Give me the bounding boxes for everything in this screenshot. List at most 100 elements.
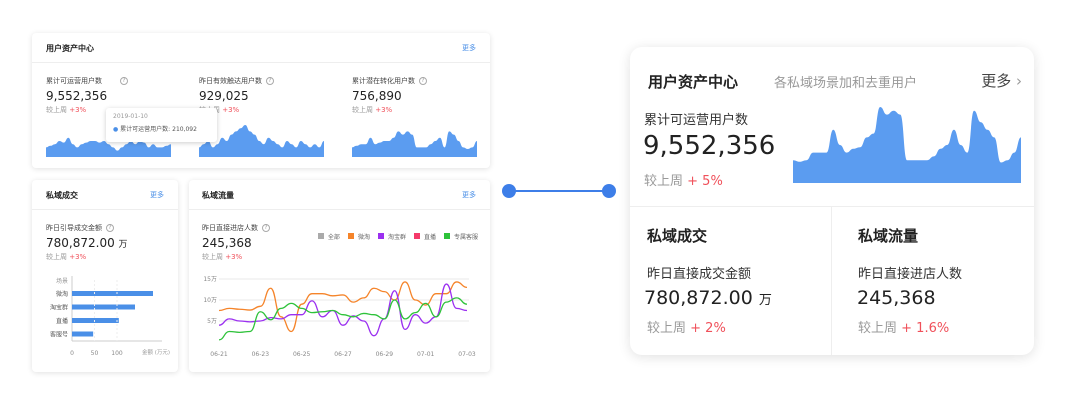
metric-label: 累计潜在转化用户数 [352,77,415,85]
deal-value-row: 780,872.00 万 [644,287,772,309]
deal-label: 昨日直接成交金额 [647,267,752,282]
card-title: 用户资产中心 [46,44,94,53]
help-icon[interactable]: ? [106,224,114,232]
help-icon[interactable]: ? [419,77,427,85]
tooltip-date: 2019-01-10 [113,113,148,120]
card-title: 私域成交 [46,191,78,200]
help-icon[interactable]: ? [266,77,274,85]
divider [630,206,1034,207]
sparkline-area [46,137,171,157]
more-link[interactable]: 更多 › [981,70,1022,91]
x-tick-label: 07-01 [417,351,435,358]
compare-label: 较上周 [202,253,223,261]
compare-row: 较上周 + 1.6% [858,317,949,336]
metric-label: 累计可运营用户数 [46,77,102,85]
more-label: 更多 [981,72,1012,90]
sparkline-1[interactable] [199,125,324,157]
x-tick-label: 06-23 [252,351,270,358]
legend-item-3[interactable]: 直播 [413,232,436,241]
delta: + 5% [687,174,723,189]
connector-line [509,190,609,192]
category-label: 直播 [56,317,68,325]
y-tick-label: 15万 [203,276,217,283]
legend-swatch [443,233,450,239]
series-line-淘宝群[interactable] [218,283,468,337]
delta: +3% [69,106,87,114]
delta: + 1.6% [901,321,950,336]
bar-淘宝群[interactable] [72,304,135,310]
legend-label: 微淘 [357,233,370,241]
metric-label: 昨日直接进店人数 [202,224,258,232]
x-tick-label: 07-03 [458,351,476,358]
sparkline-large[interactable] [793,107,1021,183]
traffic-value: 245,368 [857,287,936,309]
metric-label: 昨日引导成交金额 [46,224,102,232]
metric-value: 9,552,356 [643,131,776,161]
chart-legend: 全部 微淘 淘宝群 直播 专属客服 [310,224,478,243]
legend-swatch [413,233,420,239]
connector-dot-left [502,184,516,198]
series-line-微淘[interactable] [218,281,468,333]
metric-value: 9,552,356 [46,89,108,103]
metric-label: 累计可运营用户数 [644,113,749,128]
more-link[interactable]: 更多 [150,191,164,199]
bar-客服号[interactable] [72,331,94,337]
more-link[interactable]: 更多 [462,191,476,199]
x-tick-label: 100 [111,350,123,357]
bar-微淘[interactable] [72,291,153,296]
legend-label: 全部 [327,233,340,241]
sparkline-area [793,107,1021,183]
category-label: 微淘 [56,290,68,298]
compare-row: 较上周 + 5% [644,170,723,189]
help-icon[interactable]: ? [120,77,128,85]
sparkline-area [199,125,324,157]
legend-item-4[interactable]: 专属客服 [443,232,478,241]
traffic-metric: 昨日直接进店人数? 245,368 较上周 +3% [202,223,270,262]
metric-value: 245,368 [202,236,252,250]
deal-value: 780,872.00 [644,287,753,309]
compare-label: 较上周 [46,106,67,114]
bar-直播[interactable] [72,318,119,323]
delta: + 2% [690,321,726,336]
tooltip-series: 累计可运营用户数: [120,126,171,133]
category-label: 淘宝群 [50,304,68,312]
metric-value: 929,025 [199,89,249,103]
series-line-专属客服[interactable] [218,297,468,341]
x-tick-label: 50 [91,350,99,357]
legend-item-0[interactable]: 全部 [317,232,340,241]
metric-value: 756,890 [352,89,402,103]
chevron-right-icon: › [1016,72,1022,90]
deal-metric: 昨日引导成交金额? 780,872.00 万 较上周 +3% [46,223,128,262]
legend-item-1[interactable]: 微淘 [347,232,370,241]
delta: +3% [222,106,240,114]
x-tick-label: 06-21 [210,351,228,358]
unit: 万 [758,293,772,308]
x-tick-label: 06-27 [334,351,352,358]
compare-label: 较上周 [647,321,687,336]
compare-row: 较上周 + 2% [647,317,726,336]
legend-label: 直播 [423,233,436,241]
compare-label: 较上周 [46,253,67,261]
x-tick-label: 0 [70,350,74,357]
legend-item-2[interactable]: 淘宝群 [377,232,406,241]
x-tick-label: 06-29 [376,351,394,358]
metric-label: 昨日有效触达用户数 [199,77,262,85]
traffic-label: 昨日直接进店人数 [858,267,963,282]
delta: +3% [225,253,243,261]
more-link[interactable]: 更多 [462,44,476,52]
metric-value: 780,872.00 [46,236,115,250]
sparkline-2[interactable] [352,125,477,157]
help-icon[interactable]: ? [262,224,270,232]
delta: +3% [69,253,87,261]
user-asset-card-large: 用户资产中心 各私域场景加和去重用户 更多 › 累计可运营用户数 9,552,3… [630,47,1034,355]
legend-swatch [347,233,354,239]
traffic-title: 私域流量 [858,227,919,245]
y-tick-label: 10万 [203,297,217,304]
x-tick-label: 06-25 [293,351,311,358]
tooltip: 2019-01-10 ● 累计可运营用户数: 210,092 [106,108,217,142]
sparkline-0[interactable] [46,125,171,157]
metric-0: 累计可运营用户数? 9,552,356 较上周 +3% [46,76,128,115]
divider [831,207,832,355]
card-subtitle: 各私域场景加和去重用户 [774,76,918,91]
